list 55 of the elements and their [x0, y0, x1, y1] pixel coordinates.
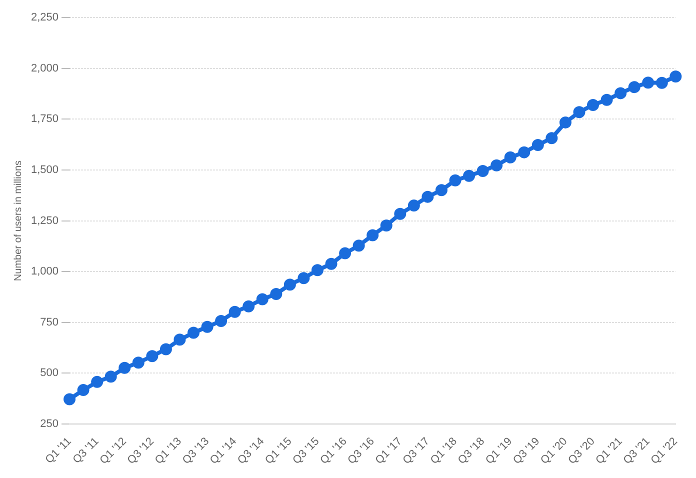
point — [64, 393, 76, 406]
point — [174, 334, 186, 346]
point — [339, 247, 352, 260]
point — [380, 219, 392, 232]
y-tick-label: 1,000 — [30, 266, 59, 278]
point — [270, 288, 282, 300]
point — [228, 306, 241, 318]
y-tick-label: 1,500 — [30, 164, 59, 176]
point — [435, 184, 448, 196]
point — [104, 370, 117, 383]
point — [573, 106, 586, 118]
point — [449, 174, 462, 186]
point — [132, 356, 144, 369]
point — [215, 314, 228, 327]
point — [256, 293, 268, 306]
point — [91, 376, 104, 388]
point — [670, 70, 682, 83]
point — [160, 343, 172, 356]
point — [201, 320, 214, 333]
point — [656, 76, 668, 89]
point — [311, 264, 324, 276]
point — [476, 165, 489, 178]
point — [422, 190, 434, 203]
point — [366, 229, 379, 242]
point — [614, 87, 627, 100]
point — [284, 278, 296, 291]
point — [532, 139, 544, 152]
point — [587, 98, 600, 111]
point — [242, 300, 255, 312]
point — [600, 94, 613, 106]
point — [463, 170, 476, 182]
point — [188, 326, 200, 339]
point — [298, 272, 310, 284]
y-tick-label: 750 — [40, 316, 59, 328]
y-tick-label: 2,250 — [30, 12, 59, 24]
y-tick-label: 1,750 — [30, 113, 59, 126]
point — [642, 76, 654, 89]
point — [325, 258, 338, 270]
point — [546, 132, 558, 144]
point — [77, 384, 90, 396]
point — [518, 146, 530, 158]
point — [504, 151, 516, 164]
point — [559, 116, 572, 128]
point — [352, 240, 365, 252]
point — [118, 362, 131, 374]
point — [490, 159, 503, 172]
y-tick-label: 1,250 — [30, 214, 59, 227]
point — [408, 200, 420, 212]
point — [628, 81, 640, 94]
point — [146, 350, 158, 362]
y-axis-title: Number of users in millions — [12, 160, 24, 282]
y-tick-label: 250 — [40, 418, 59, 430]
y-tick-label: 500 — [40, 367, 59, 380]
point — [394, 208, 406, 220]
y-tick-label: 2,000 — [30, 62, 59, 74]
